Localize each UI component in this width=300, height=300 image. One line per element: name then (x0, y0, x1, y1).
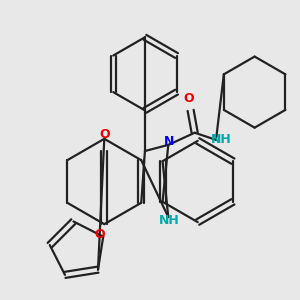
Text: NH: NH (211, 133, 232, 146)
Text: O: O (99, 128, 110, 141)
Text: N: N (164, 135, 174, 148)
Text: O: O (94, 228, 105, 241)
Text: NH: NH (159, 214, 180, 227)
Text: O: O (183, 92, 194, 105)
